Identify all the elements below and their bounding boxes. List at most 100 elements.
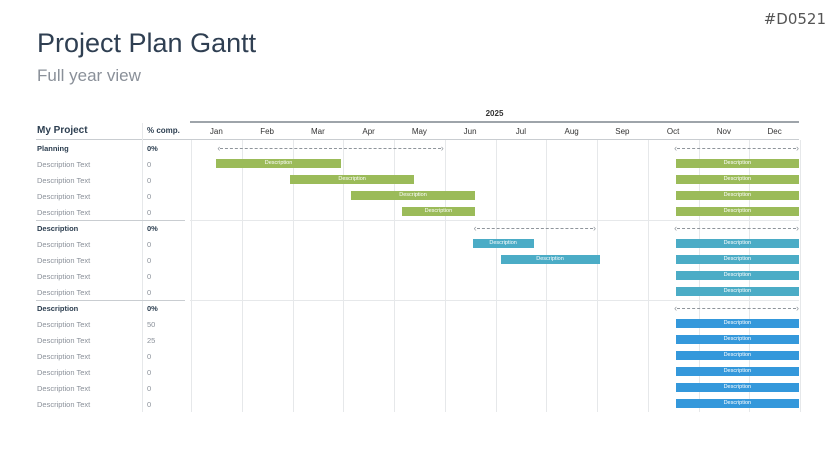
task-label: Description Text xyxy=(37,352,91,361)
month-label: Jun xyxy=(463,127,477,136)
task-bar[interactable]: Description xyxy=(675,351,799,360)
header-rule xyxy=(190,121,799,123)
task-label: Description Text xyxy=(37,176,91,185)
arrow-left-icon: ‹ xyxy=(473,223,477,233)
year-header: 2025 xyxy=(485,109,504,118)
task-bar[interactable]: Description xyxy=(675,271,799,280)
task-label: Description Text xyxy=(37,272,91,281)
page-title: Project Plan Gantt xyxy=(37,28,257,58)
task-pct: 0 xyxy=(147,160,152,169)
task-row: Description Text 0 Description xyxy=(0,348,836,364)
group-name: Description xyxy=(37,224,79,233)
task-label: Description Text xyxy=(37,160,91,169)
arrow-left-icon: ‹ xyxy=(674,223,678,233)
task-label: Description Text xyxy=(37,400,91,409)
slide-code: #D0521 xyxy=(763,10,826,28)
task-pct: 25 xyxy=(147,336,156,345)
task-row: Description Text 0 Description xyxy=(0,396,836,412)
task-pct: 50 xyxy=(147,320,156,329)
month-label: Feb xyxy=(260,127,275,136)
task-row: Description Text 0 Description xyxy=(0,364,836,380)
task-label: Description Text xyxy=(37,256,91,265)
task-bar[interactable]: Description xyxy=(675,255,799,264)
span-arrow: ‹ › xyxy=(217,144,443,153)
arrow-left-icon: ‹ xyxy=(217,143,221,153)
month-label: May xyxy=(411,127,427,136)
task-row: Description Text 0 Description xyxy=(0,380,836,396)
task-bar[interactable]: Description xyxy=(675,399,799,408)
task-bar[interactable]: Description xyxy=(675,287,799,296)
group-pct: 0% xyxy=(147,304,158,313)
group-row: Planning 0% ‹ › ‹ › xyxy=(0,140,836,156)
task-bar[interactable]: Description xyxy=(472,239,534,248)
group-pct: 0% xyxy=(147,144,158,153)
span-arrow: ‹ › xyxy=(474,224,596,233)
task-row: Description Text 0 Description xyxy=(0,284,836,300)
task-bar[interactable]: Description xyxy=(675,159,799,168)
arrow-right-icon: › xyxy=(796,303,799,313)
task-pct: 0 xyxy=(147,352,152,361)
group-name: Description xyxy=(37,304,79,313)
task-label: Description Text xyxy=(37,368,91,377)
task-bar[interactable]: Description xyxy=(675,207,799,216)
task-label: Description Text xyxy=(37,336,91,345)
task-label: Description Text xyxy=(37,240,91,249)
span-arrow: ‹ › xyxy=(674,304,799,313)
month-gridline xyxy=(191,140,192,412)
task-row: Description Text 0 Description Description xyxy=(0,156,836,172)
pct-column-header: % comp. xyxy=(147,126,180,135)
task-pct: 0 xyxy=(147,176,152,185)
group-divider-chart xyxy=(190,220,799,221)
month-label: Sep xyxy=(615,127,630,136)
month-gridline xyxy=(394,140,395,412)
month-gridline xyxy=(597,140,598,412)
column-divider xyxy=(142,123,143,412)
task-bar[interactable]: Description xyxy=(216,159,341,168)
group-pct: 0% xyxy=(147,224,158,233)
task-bar[interactable]: Description xyxy=(675,239,799,248)
month-label: Apr xyxy=(362,127,375,136)
task-pct: 0 xyxy=(147,208,152,217)
task-bar[interactable]: Description xyxy=(675,175,799,184)
group-divider-chart xyxy=(190,300,799,301)
task-pct: 0 xyxy=(147,400,152,409)
month-gridline xyxy=(546,140,547,412)
task-row: Description Text 50 Description xyxy=(0,316,836,332)
month-gridline xyxy=(496,140,497,412)
task-bar[interactable]: Description xyxy=(289,175,415,184)
task-pct: 0 xyxy=(147,288,152,297)
task-bar[interactable]: Description xyxy=(675,335,799,344)
task-row: Description Text 0 Description Description xyxy=(0,172,836,188)
task-bar[interactable]: Description xyxy=(675,383,799,392)
month-label: Oct xyxy=(666,127,680,136)
task-bar[interactable]: Description xyxy=(675,367,799,376)
task-bar[interactable]: Description xyxy=(675,319,799,328)
group-divider xyxy=(36,300,185,301)
arrow-right-icon: › xyxy=(796,143,799,153)
month-gridline xyxy=(800,140,801,412)
task-bar[interactable]: Description xyxy=(401,207,476,216)
span-arrow: ‹ › xyxy=(674,144,799,153)
month-gridline xyxy=(242,140,243,412)
month-gridline xyxy=(293,140,294,412)
header-divider xyxy=(36,139,799,140)
task-row: Description Text 0 Description Description xyxy=(0,236,836,252)
month-label: Aug xyxy=(564,127,579,136)
project-column-header: My Project xyxy=(37,125,88,136)
month-label: Jul xyxy=(515,127,526,136)
task-label: Description Text xyxy=(37,384,91,393)
task-row: Description Text 0 Description Description xyxy=(0,204,836,220)
task-label: Description Text xyxy=(37,208,91,217)
month-label: Mar xyxy=(310,127,325,136)
arrow-right-icon: › xyxy=(796,223,799,233)
month-label: Jan xyxy=(209,127,223,136)
task-row: Description Text 0 Description Description xyxy=(0,188,836,204)
task-pct: 0 xyxy=(147,368,152,377)
month-gridline xyxy=(343,140,344,412)
task-bar[interactable]: Description xyxy=(500,255,600,264)
month-label: Dec xyxy=(767,127,782,136)
task-bar[interactable]: Description xyxy=(350,191,476,200)
task-bar[interactable]: Description xyxy=(675,191,799,200)
group-name: Planning xyxy=(37,144,69,153)
task-pct: 0 xyxy=(147,240,152,249)
